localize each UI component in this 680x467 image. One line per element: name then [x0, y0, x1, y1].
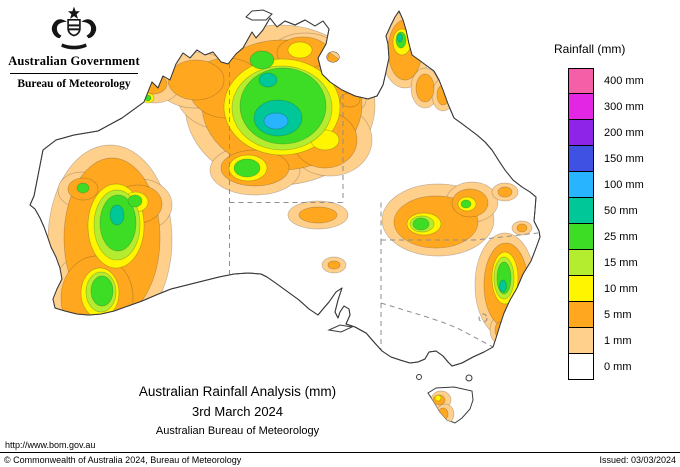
government-title: Australian Government [8, 54, 140, 68]
rainfall-legend: Rainfall (mm) 400 mm 300 mm 200 mm 150 mm 10… [554, 42, 644, 380]
legend-label: 0 mm [604, 361, 632, 373]
map-caption: Australian Rainfall Analysis (mm) 3rd Ma… [55, 384, 420, 437]
bom-url-link[interactable]: http://www.bom.gov.au [5, 440, 96, 450]
caption-date: 3rd March 2024 [191, 404, 284, 419]
legend-entry: 50 mm [568, 198, 644, 224]
legend-swatch [568, 224, 594, 250]
legend-swatch [568, 354, 594, 380]
legend-label: 10 mm [604, 283, 638, 295]
legend-entry: 200 mm [568, 120, 644, 146]
legend-label: 1 mm [604, 335, 632, 347]
legend-swatch [568, 250, 594, 276]
rainfall-contours [47, 11, 536, 423]
legend-label: 5 mm [604, 309, 632, 321]
legend-entry: 300 mm [568, 94, 644, 120]
legend-swatch [568, 68, 594, 94]
brand-divider [10, 73, 138, 74]
legend-label: 50 mm [604, 205, 638, 217]
footer-bar: © Commonwealth of Australia 2024, Bureau… [0, 452, 680, 467]
legend-swatch [568, 172, 594, 198]
legend-swatch [568, 276, 594, 302]
bureau-title: Bureau of Meteorology [17, 78, 131, 90]
legend-label: 25 mm [604, 231, 638, 243]
legend-swatch [568, 198, 594, 224]
legend-entry: 150 mm [568, 146, 644, 172]
copyright-text: © Commonwealth of Australia 2024, Bureau… [4, 455, 242, 465]
bom-branding: Australian Government Bureau of Meteorol… [8, 6, 140, 90]
legend-label: 400 mm [604, 75, 644, 87]
legend-entry: 15 mm [568, 250, 644, 276]
legend-swatch [568, 146, 594, 172]
australian-coat-of-arms-icon [51, 6, 97, 50]
legend-entries: 400 mm 300 mm 200 mm 150 mm 100 mm 50 mm 25 mm… [554, 68, 644, 380]
legend-swatch [568, 94, 594, 120]
issued-text: Issued: 03/03/2024 [599, 455, 676, 465]
legend-swatch [568, 120, 594, 146]
kangaroo-island [327, 324, 354, 333]
legend-swatch [568, 302, 594, 328]
legend-label: 150 mm [604, 153, 644, 165]
legend-label: 15 mm [604, 257, 638, 269]
caption-title: Australian Rainfall Analysis (mm) [138, 384, 337, 399]
melville-island [245, 9, 273, 21]
legend-title: Rainfall (mm) [554, 42, 626, 56]
legend-label: 300 mm [604, 101, 644, 113]
legend-entry: 10 mm [568, 276, 644, 302]
king-island [416, 374, 422, 380]
legend-entry: 5 mm [568, 302, 644, 328]
caption-organisation: Australian Bureau of Meteorology [155, 425, 320, 437]
legend-label: 100 mm [604, 179, 644, 191]
legend-entry: 0 mm [568, 354, 644, 380]
legend-entry: 1 mm [568, 328, 644, 354]
rain-band-100mm [263, 112, 289, 130]
flinders-island [465, 374, 473, 382]
legend-entry: 400 mm [568, 68, 644, 94]
legend-entry: 100 mm [568, 172, 644, 198]
state-borders [229, 63, 539, 354]
legend-label: 200 mm [604, 127, 644, 139]
coastline-outline [29, 10, 541, 367]
legend-swatch [568, 328, 594, 354]
legend-entry: 25 mm [568, 224, 644, 250]
